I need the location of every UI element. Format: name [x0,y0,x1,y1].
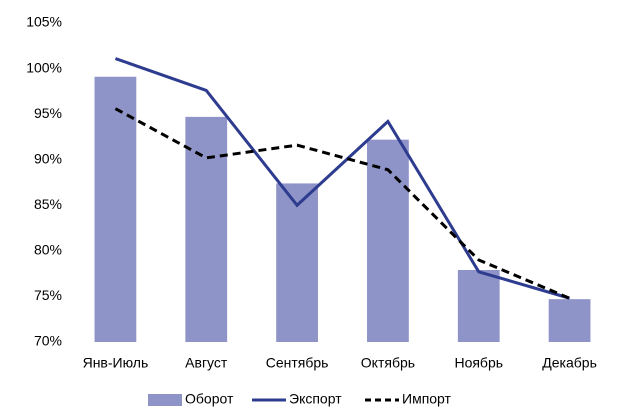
y-tick-label: 85% [34,196,62,212]
y-tick-label: 90% [34,150,62,166]
y-tick-label: 95% [34,105,62,121]
legend-swatch [148,394,182,406]
bar [548,299,591,342]
bar [276,183,318,342]
bar [94,76,137,342]
bar [457,269,500,342]
x-tick-label: Декабрь [542,355,597,371]
line [114,57,571,300]
y-tick-label: 75% [34,287,62,303]
y-tick-label: 105% [26,14,62,30]
x-tick-label: Сентябрь [266,355,329,371]
legend-label: Оборот [185,391,234,407]
x-tick-label: Ноябрь [454,355,503,371]
y-tick-label: 100% [26,59,62,75]
y-tick-label: 80% [34,242,62,258]
legend-label: Импорт [402,391,452,407]
bar [185,116,228,343]
line [114,107,571,300]
x-tick-label: Янв-Июль [83,355,149,371]
legend-label: Экспорт [289,391,342,407]
bar [367,139,409,342]
y-tick-label: 70% [34,333,62,349]
x-tick-label: Август [185,355,228,371]
x-tick-label: Октябрь [361,355,415,371]
